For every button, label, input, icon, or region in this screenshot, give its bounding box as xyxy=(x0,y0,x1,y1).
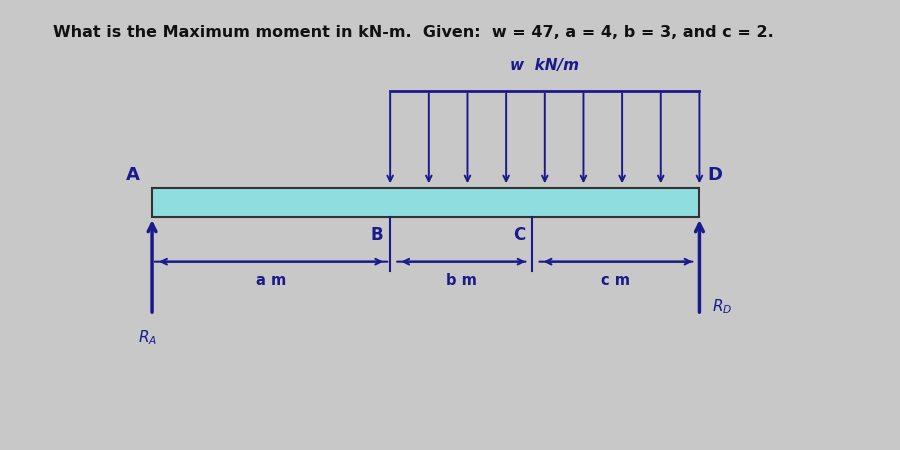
Bar xyxy=(152,189,699,217)
Text: b m: b m xyxy=(446,273,477,288)
Text: A: A xyxy=(126,166,140,184)
Text: What is the Maximum moment in kN-m.  Given:  w = 47, a = 4, b = 3, and c = 2.: What is the Maximum moment in kN-m. Give… xyxy=(52,25,773,40)
Text: c m: c m xyxy=(601,273,631,288)
Text: $R_D$: $R_D$ xyxy=(712,297,732,316)
Text: a m: a m xyxy=(256,273,286,288)
Text: w  kN/m: w kN/m xyxy=(510,58,580,73)
Text: B: B xyxy=(371,226,383,244)
Text: D: D xyxy=(707,166,723,184)
Text: C: C xyxy=(514,226,526,244)
Text: $R_A$: $R_A$ xyxy=(139,328,158,347)
